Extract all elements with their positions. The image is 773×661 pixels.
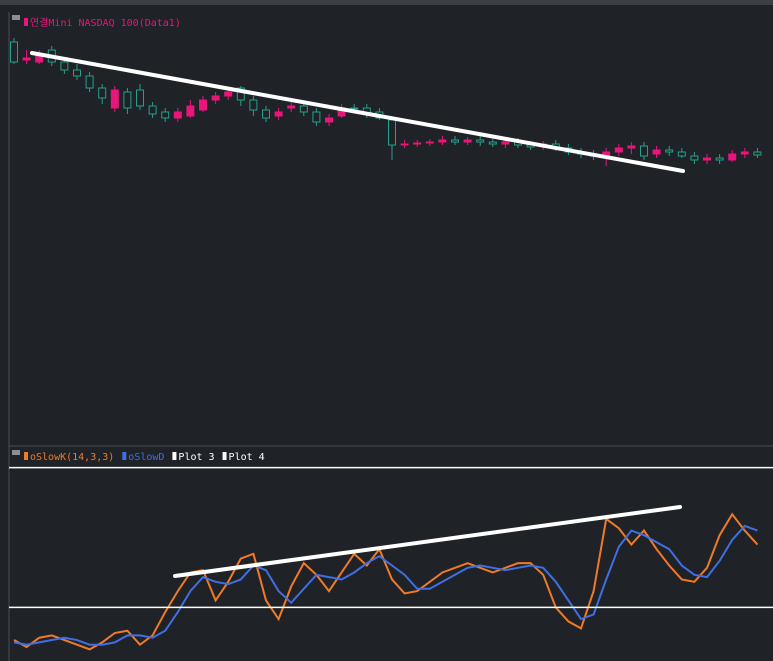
candle-body <box>274 111 283 117</box>
candle-body <box>652 149 661 155</box>
candle-body <box>438 139 447 143</box>
candle-body <box>312 111 321 123</box>
legend-label: Plot 4 <box>229 452 265 463</box>
candle-body <box>186 105 195 117</box>
candle-body <box>110 89 119 109</box>
candle-body <box>136 89 144 107</box>
candle-body <box>715 157 724 161</box>
candle-body <box>677 151 686 157</box>
candle-body <box>640 145 648 157</box>
candle-body <box>161 111 170 119</box>
trendline <box>30 51 685 173</box>
candle-body <box>249 99 258 111</box>
trendline <box>173 505 682 578</box>
candle-body <box>451 139 459 143</box>
stoch-panel: oSlowK(14,3,3) oSlowD Plot 3 Plot 4 <box>9 452 773 651</box>
candle-body <box>413 142 422 145</box>
candle-body <box>690 155 699 161</box>
candle-body <box>98 87 107 99</box>
candle-body <box>60 61 69 71</box>
candle-body <box>728 153 737 161</box>
candle-body <box>10 41 18 63</box>
candle-body <box>350 107 359 110</box>
series-line <box>13 512 759 651</box>
candle-body <box>262 109 270 119</box>
candle-body <box>85 75 94 89</box>
panel-icon <box>12 450 20 455</box>
legend-swatch <box>24 18 28 26</box>
candle-body <box>425 141 434 144</box>
candle-body <box>627 145 636 149</box>
legend-label: oSlowD <box>128 452 164 463</box>
candle-body <box>388 119 396 146</box>
candle-body <box>299 105 308 113</box>
candle-body <box>173 111 182 119</box>
candle-body <box>614 147 623 153</box>
legend-swatch <box>24 452 28 460</box>
candle-body <box>287 105 296 109</box>
candle-body <box>740 151 749 155</box>
candle-body <box>501 141 510 145</box>
candle-body <box>199 99 207 111</box>
candle-body <box>224 91 233 97</box>
candle-body <box>753 151 762 156</box>
legend-label: Plot 3 <box>178 452 214 463</box>
candle-body <box>211 95 220 101</box>
candle-body <box>123 91 132 109</box>
candle-body <box>73 69 81 77</box>
candle-body <box>400 143 409 146</box>
legend-label: oSlowK(14,3,3) <box>30 452 114 463</box>
candle-body <box>665 149 674 153</box>
series-line <box>13 524 758 646</box>
candle-body <box>476 139 485 143</box>
candle-body <box>463 139 472 143</box>
candle-body <box>148 105 157 115</box>
candle-body <box>703 157 711 161</box>
legend-swatch <box>172 452 177 460</box>
candle-body <box>22 57 31 61</box>
legend-swatch <box>222 452 227 460</box>
candle-body <box>236 87 245 101</box>
chart-title: 연결Mini NASDAQ 100(Data1) <box>30 17 181 29</box>
candle-body <box>325 117 333 123</box>
candle-body <box>488 141 497 145</box>
top-bar <box>0 0 773 5</box>
legend-swatch <box>122 452 127 460</box>
panel-icon <box>12 15 20 20</box>
